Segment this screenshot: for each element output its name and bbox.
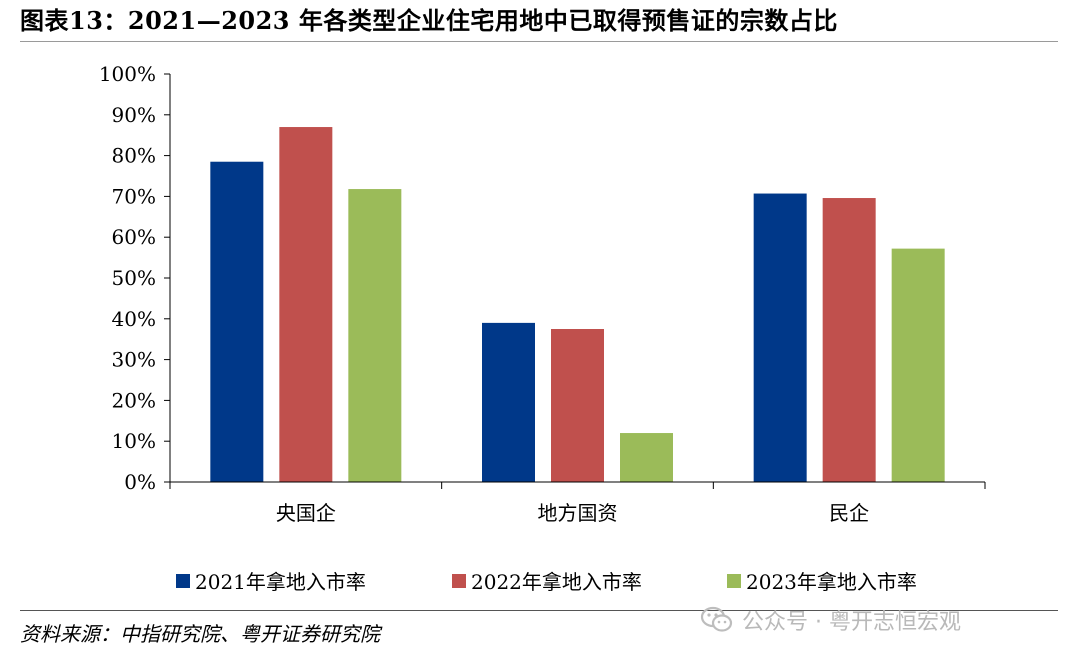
y-tick-label: 70%	[112, 184, 156, 208]
watermark-text: 公众号 · 粤开志恒宏观	[742, 610, 961, 635]
legend-label: 2021年拿地入市率	[195, 570, 366, 594]
x-tick-label: 民企	[829, 501, 869, 525]
y-tick-label: 30%	[112, 348, 156, 372]
y-tick-label: 0%	[124, 470, 156, 494]
wechat-icon	[700, 606, 733, 632]
y-tick-label: 40%	[112, 307, 156, 331]
title-divider	[20, 41, 1058, 42]
bar	[822, 198, 876, 483]
y-tick-label: 10%	[112, 429, 156, 453]
y-tick-label: 60%	[112, 225, 156, 249]
y-tick-label: 50%	[112, 266, 156, 290]
source-divider	[20, 610, 1058, 611]
legend-label: 2023年拿地入市率	[746, 570, 917, 594]
legend-swatch	[727, 574, 741, 588]
source-note: 资料来源：中指研究院、粤开证券研究院	[20, 622, 380, 646]
bar	[279, 127, 333, 482]
bar	[891, 248, 945, 482]
y-tick-label: 20%	[112, 388, 156, 412]
legend-swatch	[176, 574, 190, 588]
bar	[753, 193, 807, 482]
legend-label: 2022年拿地入市率	[471, 570, 642, 594]
bar	[348, 189, 402, 482]
bar	[210, 161, 264, 482]
chart-title: 图表13：2021—2023 年各类型企业住宅用地中已取得预售证的宗数占比	[20, 6, 838, 35]
legend-swatch	[452, 574, 466, 588]
y-tick-label: 90%	[112, 103, 156, 127]
x-tick-label: 央国企	[276, 501, 336, 525]
bar	[551, 329, 604, 482]
bar	[482, 322, 535, 482]
x-tick-label: 地方国资	[538, 501, 618, 525]
bar	[620, 433, 673, 482]
y-tick-label: 80%	[112, 144, 156, 168]
watermark: 公众号 · 粤开志恒宏观	[700, 602, 961, 638]
y-tick-label: 100%	[99, 62, 156, 86]
bar-chart: 0% 10% 20% 30% 40% 50% 60% 70% 80% 90% 100% 央国企 地方国资…	[99, 62, 986, 594]
